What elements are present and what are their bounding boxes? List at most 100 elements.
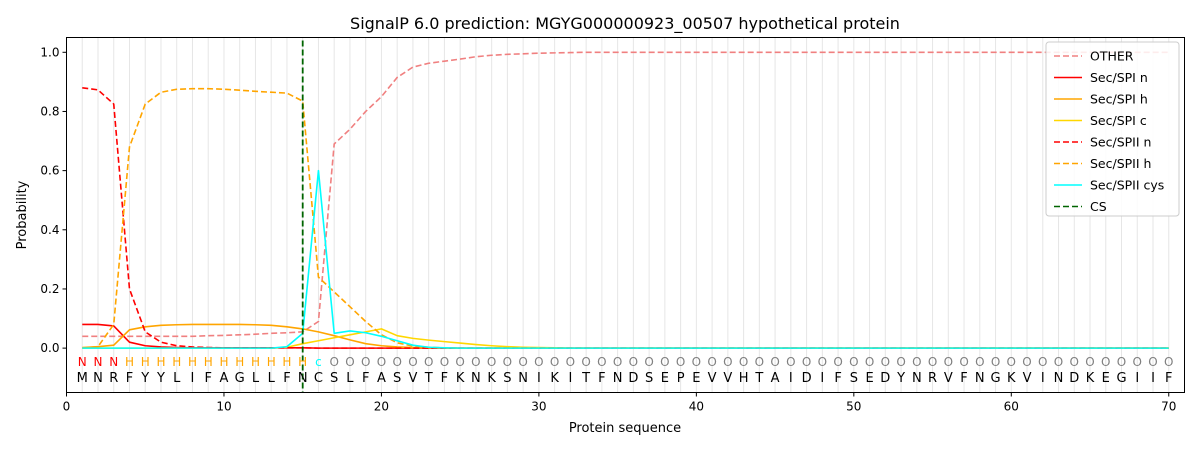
residue-label: S bbox=[503, 371, 511, 386]
region-label: H bbox=[156, 355, 165, 369]
residue-label: K bbox=[550, 371, 559, 386]
x-tick-label: 30 bbox=[531, 400, 546, 414]
residue-label: A bbox=[771, 371, 780, 386]
x-tick-label: 20 bbox=[374, 400, 389, 414]
residue-label: S bbox=[850, 371, 858, 386]
residue-label: I bbox=[789, 371, 793, 386]
residue-label: N bbox=[298, 371, 308, 386]
y-tick-label: 0.8 bbox=[40, 104, 59, 118]
residue-label: A bbox=[220, 371, 229, 386]
region-label: O bbox=[345, 355, 354, 369]
region-label: O bbox=[471, 355, 480, 369]
region-label: O bbox=[991, 355, 1000, 369]
residue-label: S bbox=[645, 371, 653, 386]
region-label: O bbox=[1007, 355, 1016, 369]
legend: OTHER Sec/SPI n Sec/SPI h Sec/SPI c Sec/SPII… bbox=[1045, 41, 1180, 217]
region-label: O bbox=[739, 355, 748, 369]
x-tick-label: 60 bbox=[1004, 400, 1019, 414]
residue-label: D bbox=[628, 371, 638, 386]
sequence-labels: NMNNNRHFHYHYHLHIHFHAHGHLHLHFHNcCOSOLOFOA… bbox=[77, 355, 1174, 386]
residue-label: H bbox=[739, 371, 749, 386]
residue-label: N bbox=[518, 371, 528, 386]
region-label: N bbox=[94, 355, 103, 369]
residue-label: V bbox=[1023, 371, 1032, 386]
series-lines bbox=[82, 51, 1169, 349]
region-label: O bbox=[424, 355, 433, 369]
residue-label: N bbox=[975, 371, 985, 386]
region-label: O bbox=[518, 355, 527, 369]
region-label: O bbox=[408, 355, 417, 369]
residue-label: I bbox=[537, 371, 541, 386]
region-label: O bbox=[865, 355, 874, 369]
region-label: O bbox=[361, 355, 370, 369]
legend-entry: OTHER bbox=[1090, 49, 1134, 64]
region-label: O bbox=[849, 355, 858, 369]
region-label: O bbox=[1101, 355, 1110, 369]
region-label: O bbox=[1117, 355, 1126, 369]
region-label: O bbox=[975, 355, 984, 369]
residue-label: F bbox=[204, 371, 211, 386]
legend-entry: Sec/SPI c bbox=[1090, 113, 1147, 128]
region-label: O bbox=[566, 355, 575, 369]
region-label: O bbox=[1164, 355, 1173, 369]
region-label: O bbox=[833, 355, 842, 369]
residue-label: F bbox=[283, 371, 290, 386]
residue-label: P bbox=[677, 371, 685, 386]
residue-label: I bbox=[568, 371, 572, 386]
residue-label: K bbox=[487, 371, 496, 386]
region-label: O bbox=[487, 355, 496, 369]
residue-label: N bbox=[1054, 371, 1064, 386]
residue-label: N bbox=[912, 371, 922, 386]
region-label: O bbox=[692, 355, 701, 369]
region-label: O bbox=[329, 355, 338, 369]
region-label: O bbox=[944, 355, 953, 369]
residue-label: I bbox=[820, 371, 824, 386]
plot-frame bbox=[66, 37, 1185, 393]
residue-label: F bbox=[1165, 371, 1172, 386]
residue-label: V bbox=[408, 371, 417, 386]
residue-label: D bbox=[802, 371, 812, 386]
residue-label: I bbox=[191, 371, 195, 386]
y-tick-label: 0.2 bbox=[40, 282, 59, 296]
y-tick-label: 0.4 bbox=[40, 223, 59, 237]
region-label: O bbox=[1022, 355, 1031, 369]
legend-entry: Sec/SPII cys bbox=[1090, 178, 1164, 193]
residue-label: L bbox=[346, 371, 354, 386]
residue-label: M bbox=[77, 371, 88, 386]
region-label: N bbox=[78, 355, 87, 369]
series-line-other bbox=[82, 51, 1169, 338]
region-label: O bbox=[1133, 355, 1142, 369]
residue-label: V bbox=[723, 371, 732, 386]
region-label: O bbox=[644, 355, 653, 369]
region-label: H bbox=[188, 355, 197, 369]
region-label: O bbox=[928, 355, 937, 369]
region-label: O bbox=[676, 355, 685, 369]
residue-label: E bbox=[1102, 371, 1110, 386]
region-label: O bbox=[802, 355, 811, 369]
region-label: O bbox=[503, 355, 512, 369]
residue-label: S bbox=[393, 371, 401, 386]
y-tick-label: 0.0 bbox=[40, 341, 59, 355]
residue-label: R bbox=[928, 371, 937, 386]
x-tick-label: 70 bbox=[1161, 400, 1176, 414]
region-label: O bbox=[1070, 355, 1079, 369]
region-label: H bbox=[267, 355, 276, 369]
residue-label: K bbox=[456, 371, 465, 386]
region-label: O bbox=[786, 355, 795, 369]
residue-label: I bbox=[1151, 371, 1155, 386]
region-label: O bbox=[581, 355, 590, 369]
residue-label: D bbox=[1069, 371, 1079, 386]
region-label: O bbox=[455, 355, 464, 369]
region-label: H bbox=[141, 355, 150, 369]
residue-label: L bbox=[252, 371, 260, 386]
residue-label: G bbox=[235, 371, 245, 386]
residue-label: L bbox=[173, 371, 181, 386]
region-label: O bbox=[1148, 355, 1157, 369]
residue-label: N bbox=[93, 371, 103, 386]
region-label: O bbox=[597, 355, 606, 369]
region-label: O bbox=[377, 355, 386, 369]
residue-label: Y bbox=[896, 371, 905, 386]
residue-label: F bbox=[126, 371, 133, 386]
